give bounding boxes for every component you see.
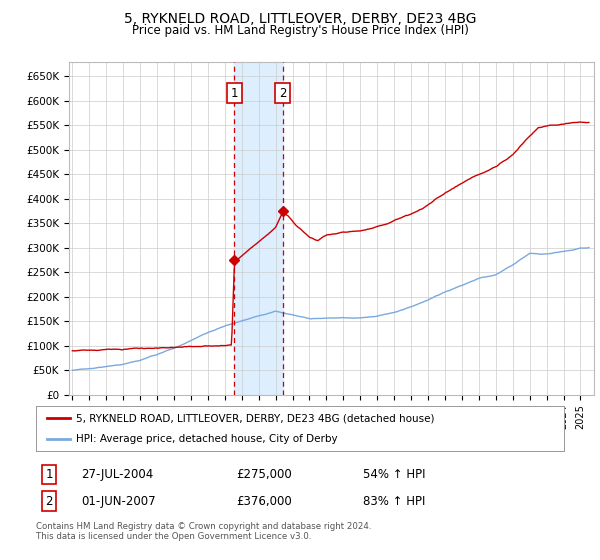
Text: 5, RYKNELD ROAD, LITTLEOVER, DERBY, DE23 4BG (detached house): 5, RYKNELD ROAD, LITTLEOVER, DERBY, DE23… [76,413,434,423]
Text: 2: 2 [279,87,286,100]
Text: 27-JUL-2004: 27-JUL-2004 [81,468,153,481]
Text: 2: 2 [46,494,53,507]
Text: HPI: Average price, detached house, City of Derby: HPI: Average price, detached house, City… [76,433,337,444]
Text: 83% ↑ HPI: 83% ↑ HPI [364,494,426,507]
Text: £376,000: £376,000 [236,494,292,507]
Text: Price paid vs. HM Land Registry's House Price Index (HPI): Price paid vs. HM Land Registry's House … [131,24,469,36]
Text: Contains HM Land Registry data © Crown copyright and database right 2024.
This d: Contains HM Land Registry data © Crown c… [36,522,371,542]
Text: 5, RYKNELD ROAD, LITTLEOVER, DERBY, DE23 4BG: 5, RYKNELD ROAD, LITTLEOVER, DERBY, DE23… [124,12,476,26]
Text: 54% ↑ HPI: 54% ↑ HPI [364,468,426,481]
Bar [235,62,283,395]
Text: 01-JUN-2007: 01-JUN-2007 [81,494,155,507]
Text: 1: 1 [46,468,53,481]
Text: 1: 1 [231,87,238,100]
Text: £275,000: £275,000 [236,468,292,481]
